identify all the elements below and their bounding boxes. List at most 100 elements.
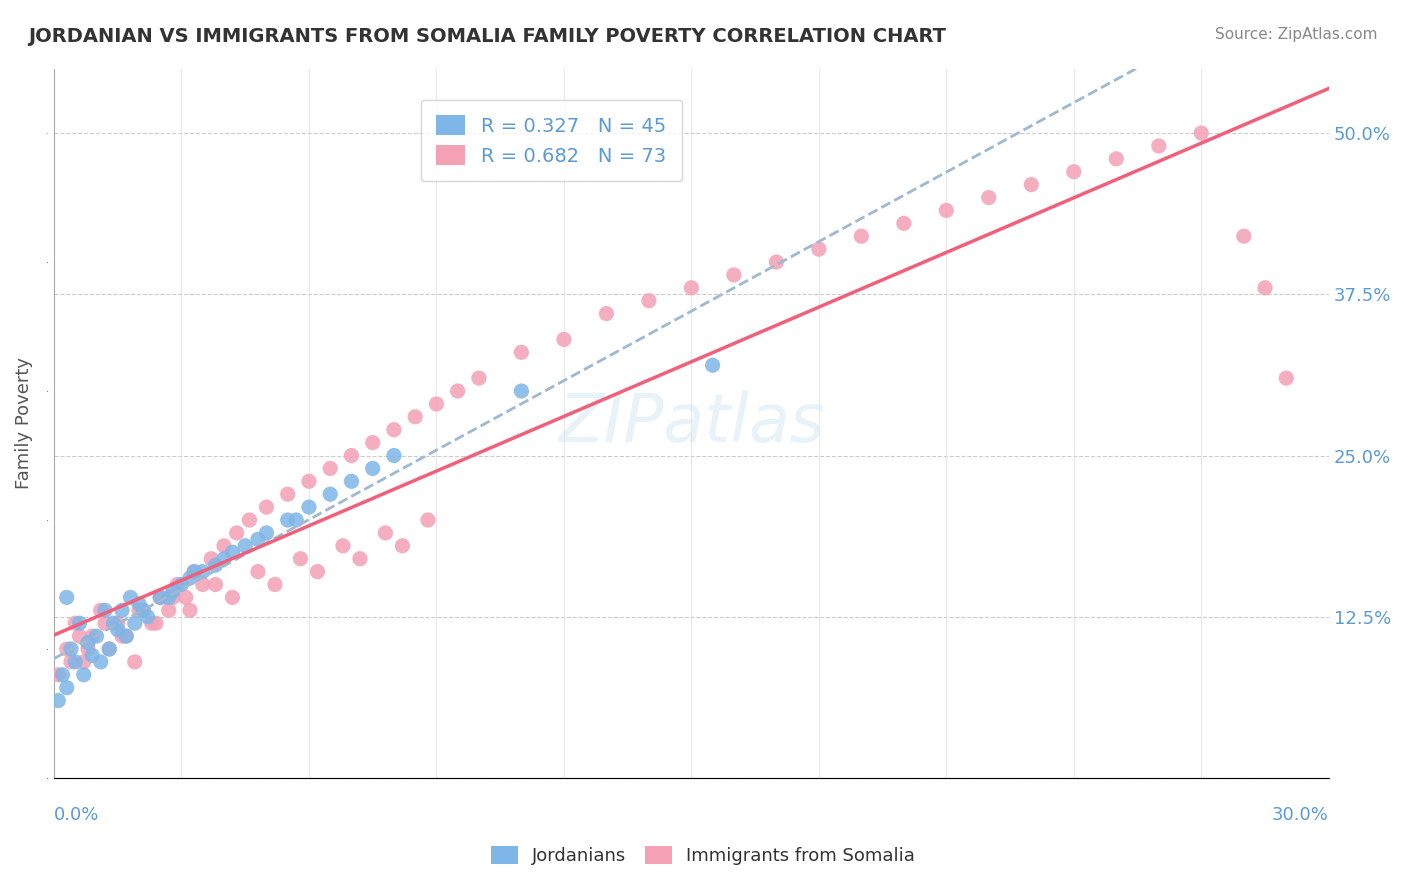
Immigrants from Somalia — [553, 333, 575, 347]
Jordanians — [183, 565, 205, 579]
Immigrants from Somalia — [132, 603, 155, 617]
Immigrants from Somalia — [851, 229, 873, 244]
Jordanians — [179, 571, 201, 585]
Jordanians — [149, 591, 172, 605]
Immigrants from Somalia — [1275, 371, 1298, 385]
Jordanians — [246, 533, 269, 547]
Jordanians — [82, 648, 104, 663]
Immigrants from Somalia — [391, 539, 413, 553]
Jordanians — [233, 539, 256, 553]
Text: JORDANIAN VS IMMIGRANTS FROM SOMALIA FAMILY POVERTY CORRELATION CHART: JORDANIAN VS IMMIGRANTS FROM SOMALIA FAM… — [28, 27, 946, 45]
Immigrants from Somalia — [332, 539, 354, 553]
Immigrants from Somalia — [723, 268, 745, 282]
Immigrants from Somalia — [221, 591, 243, 605]
Jordanians — [111, 603, 134, 617]
Immigrants from Somalia — [124, 655, 146, 669]
Text: 30.0%: 30.0% — [1272, 806, 1329, 824]
Immigrants from Somalia — [765, 255, 787, 269]
Immigrants from Somalia — [935, 203, 957, 218]
Immigrants from Somalia — [183, 565, 205, 579]
Jordanians — [55, 591, 77, 605]
Legend: R = 0.327   N = 45, R = 0.682   N = 73: R = 0.327 N = 45, R = 0.682 N = 73 — [420, 100, 682, 181]
Immigrants from Somalia — [225, 525, 247, 540]
Immigrants from Somalia — [98, 642, 121, 657]
Jordanians — [285, 513, 308, 527]
Jordanians — [212, 551, 235, 566]
Immigrants from Somalia — [290, 551, 312, 566]
Immigrants from Somalia — [107, 616, 129, 631]
Jordanians — [702, 358, 724, 372]
Immigrants from Somalia — [162, 591, 184, 605]
Immigrants from Somalia — [977, 190, 1000, 204]
Jordanians — [382, 449, 405, 463]
Jordanians — [90, 655, 112, 669]
Immigrants from Somalia — [166, 577, 188, 591]
Immigrants from Somalia — [179, 603, 201, 617]
Jordanians — [77, 635, 100, 649]
Legend: Jordanians, Immigrants from Somalia: Jordanians, Immigrants from Somalia — [482, 837, 924, 874]
Immigrants from Somalia — [264, 577, 287, 591]
Immigrants from Somalia — [416, 513, 439, 527]
Immigrants from Somalia — [1063, 165, 1085, 179]
Jordanians — [86, 629, 108, 643]
Jordanians — [120, 591, 142, 605]
Jordanians — [69, 616, 91, 631]
Immigrants from Somalia — [69, 629, 91, 643]
Jordanians — [94, 603, 117, 617]
Y-axis label: Family Poverty: Family Poverty — [15, 358, 32, 490]
Immigrants from Somalia — [204, 577, 226, 591]
Jordanians — [65, 655, 87, 669]
Immigrants from Somalia — [55, 642, 77, 657]
Jordanians — [157, 591, 180, 605]
Immigrants from Somalia — [65, 616, 87, 631]
Immigrants from Somalia — [111, 629, 134, 643]
Text: Source: ZipAtlas.com: Source: ZipAtlas.com — [1215, 27, 1378, 42]
Immigrants from Somalia — [157, 603, 180, 617]
Immigrants from Somalia — [340, 449, 363, 463]
Immigrants from Somalia — [128, 603, 150, 617]
Jordanians — [55, 681, 77, 695]
Jordanians — [46, 693, 69, 707]
Jordanians — [115, 629, 138, 643]
Jordanians — [124, 616, 146, 631]
Immigrants from Somalia — [1189, 126, 1212, 140]
Jordanians — [73, 668, 96, 682]
Jordanians — [170, 577, 193, 591]
Jordanians — [510, 384, 533, 398]
Jordanians — [340, 475, 363, 489]
Immigrants from Somalia — [191, 577, 214, 591]
Immigrants from Somalia — [893, 216, 915, 230]
Jordanians — [128, 597, 150, 611]
Immigrants from Somalia — [468, 371, 491, 385]
Immigrants from Somalia — [149, 591, 172, 605]
Immigrants from Somalia — [425, 397, 447, 411]
Immigrants from Somalia — [404, 409, 426, 424]
Immigrants from Somalia — [447, 384, 470, 398]
Immigrants from Somalia — [1105, 152, 1128, 166]
Immigrants from Somalia — [73, 655, 96, 669]
Jordanians — [51, 668, 73, 682]
Immigrants from Somalia — [595, 307, 617, 321]
Immigrants from Somalia — [145, 616, 167, 631]
Immigrants from Somalia — [256, 500, 278, 515]
Immigrants from Somalia — [141, 616, 163, 631]
Jordanians — [59, 642, 82, 657]
Immigrants from Somalia — [115, 629, 138, 643]
Immigrants from Somalia — [246, 565, 269, 579]
Immigrants from Somalia — [382, 423, 405, 437]
Immigrants from Somalia — [298, 475, 321, 489]
Immigrants from Somalia — [174, 591, 197, 605]
Immigrants from Somalia — [374, 525, 396, 540]
Immigrants from Somalia — [807, 242, 830, 256]
Jordanians — [319, 487, 342, 501]
Immigrants from Somalia — [82, 629, 104, 643]
Immigrants from Somalia — [638, 293, 661, 308]
Text: ZIPatlas: ZIPatlas — [558, 391, 825, 457]
Immigrants from Somalia — [319, 461, 342, 475]
Jordanians — [98, 642, 121, 657]
Immigrants from Somalia — [94, 616, 117, 631]
Jordanians — [136, 609, 159, 624]
Immigrants from Somalia — [307, 565, 329, 579]
Jordanians — [277, 513, 299, 527]
Immigrants from Somalia — [681, 281, 703, 295]
